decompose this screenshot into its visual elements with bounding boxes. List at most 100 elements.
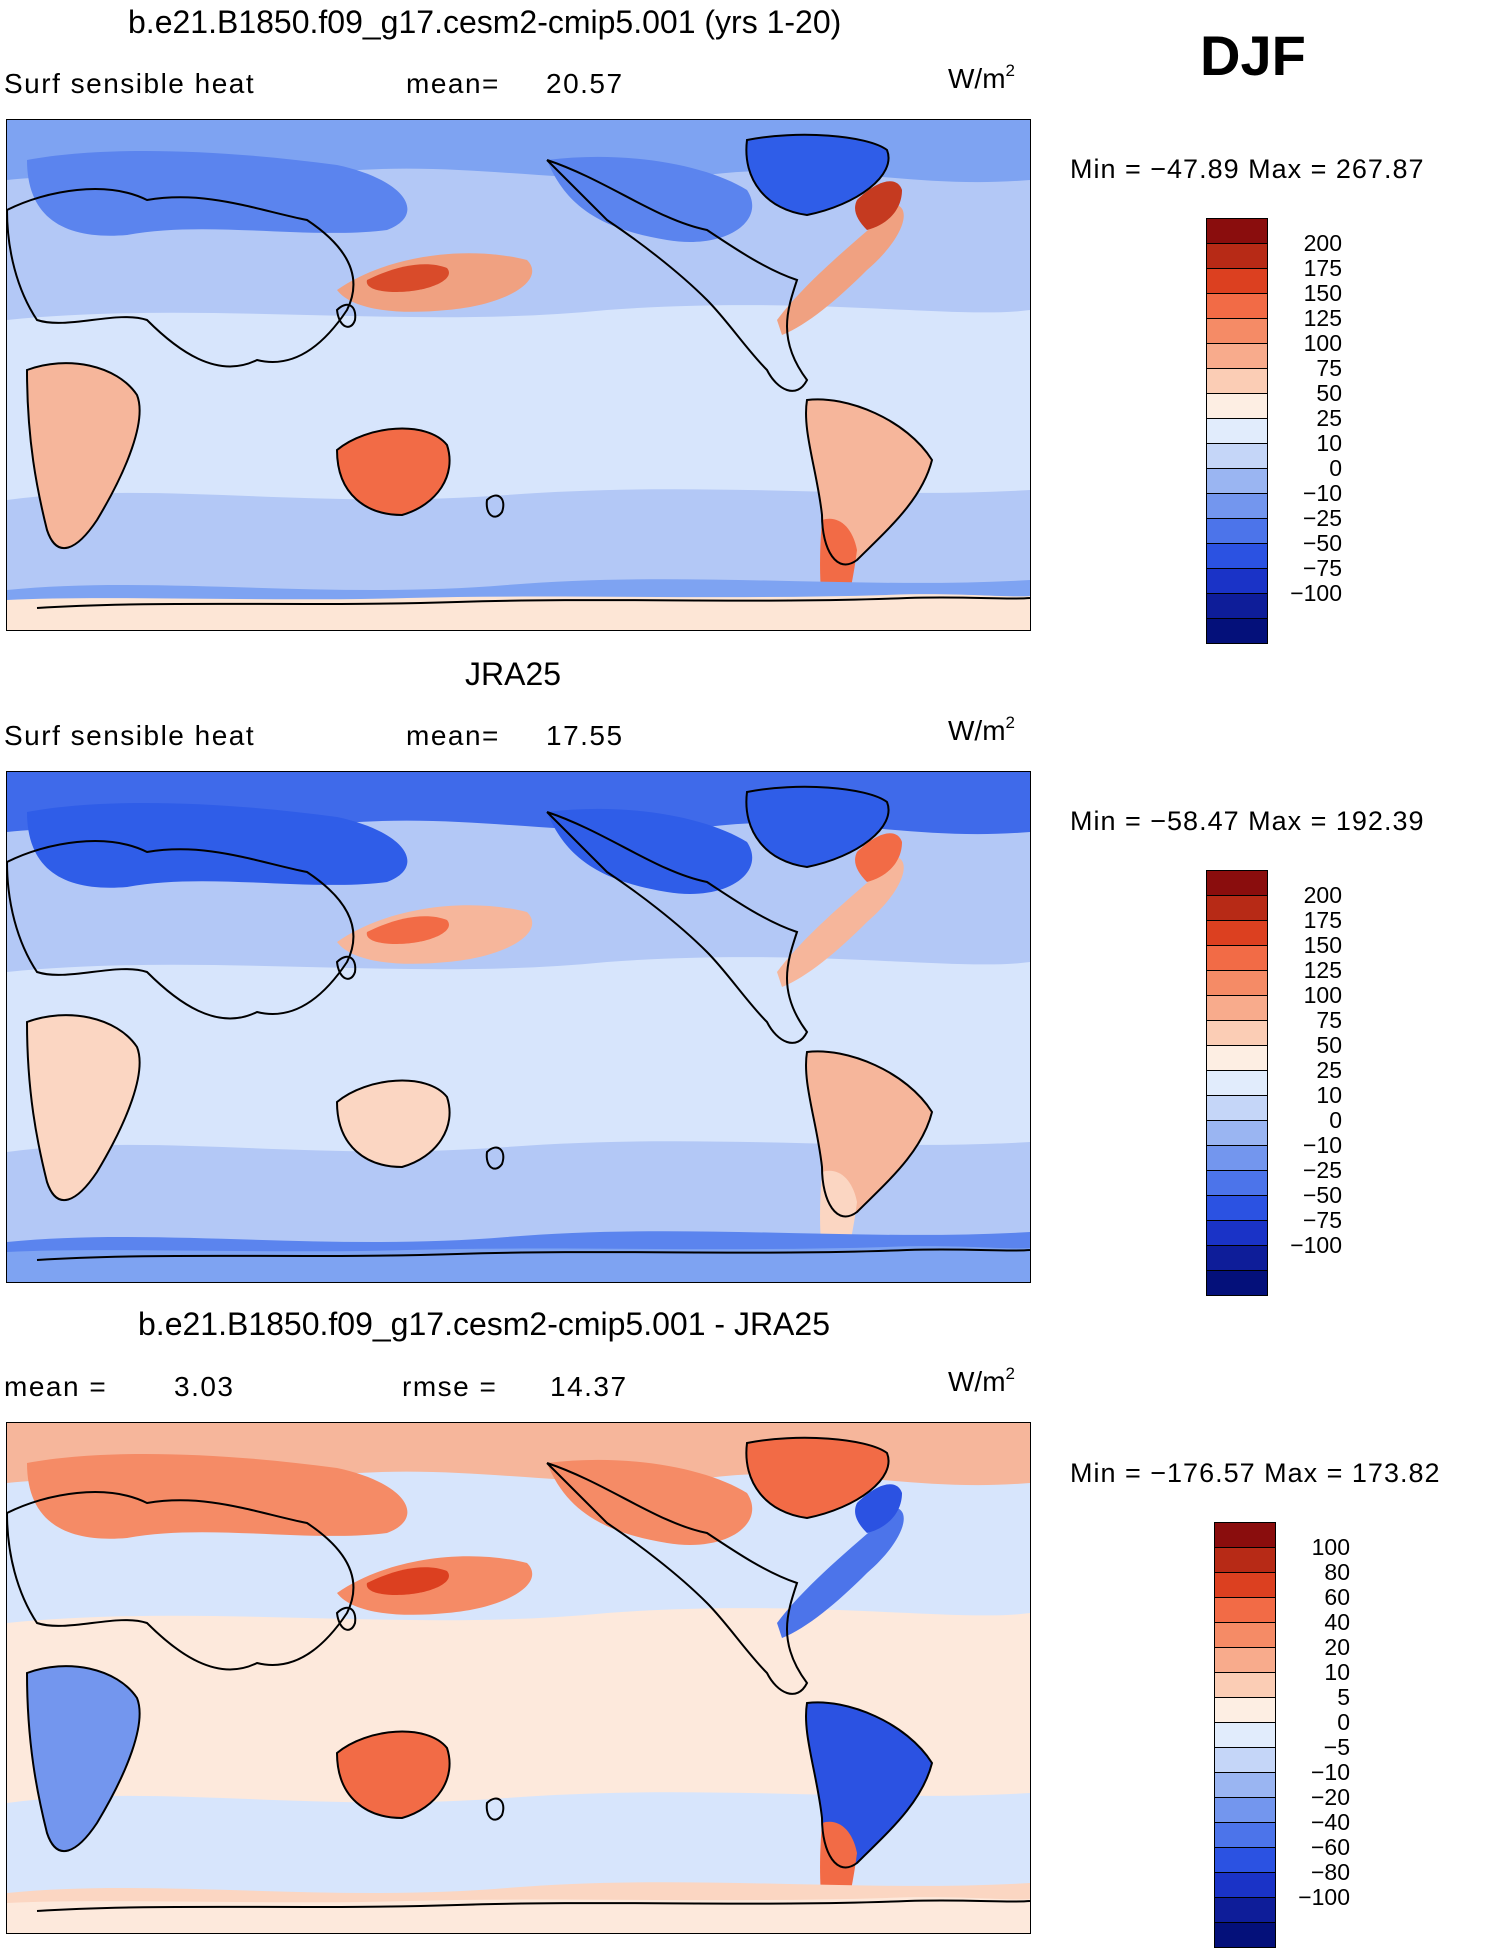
- colorbar-swatch: [1215, 1523, 1275, 1548]
- min-max-label: Min = −47.89 Max = 267.87: [1070, 154, 1425, 184]
- contour-fill-australia: [337, 1731, 450, 1818]
- map-plot: [6, 771, 1031, 1283]
- colorbar-tick-label: 25: [1316, 1057, 1342, 1083]
- contour-fill-tropics: [7, 305, 1030, 500]
- coastline: [36, 1899, 1030, 1912]
- mean-label: mean=: [406, 68, 500, 99]
- contour-fill-gulfstream-core: [855, 181, 902, 230]
- coastline: [745, 1436, 890, 1520]
- min-max-label: Min = −58.47 Max = 192.39: [1070, 806, 1425, 836]
- colorbar-swatch: [1207, 544, 1267, 569]
- season-label: DJF: [1200, 24, 1306, 87]
- colorbar-swatch: [1215, 1923, 1275, 1947]
- colorbar-tick-label: 100: [1303, 330, 1342, 356]
- colorbar-swatch: [1215, 1723, 1275, 1748]
- variable-label: Surf sensible heat: [4, 720, 256, 751]
- colorbar-swatch: [1207, 319, 1267, 344]
- colorbar-tick-label: 100: [1311, 1534, 1350, 1560]
- coastline: [335, 955, 357, 980]
- contour-fill-gulfstream: [777, 205, 904, 335]
- colorbar-tick-label: 75: [1316, 1007, 1342, 1033]
- colorbar-swatch: [1215, 1873, 1275, 1898]
- colorbar-tick-label: −80: [1310, 1859, 1350, 1885]
- colorbar-swatch: [1207, 1146, 1267, 1171]
- coastline: [7, 1491, 355, 1671]
- colorbar-tick-label: 0: [1329, 1107, 1342, 1133]
- coastline: [335, 427, 451, 517]
- contour-fill-australia: [337, 428, 450, 515]
- coastline: [335, 303, 357, 328]
- rmse-value: 14.37: [550, 1371, 628, 1402]
- coastline: [485, 494, 505, 518]
- contour-fill-greenland: [746, 134, 889, 215]
- colorbar-tick-label: 60: [1324, 1584, 1350, 1610]
- coastline: [25, 1665, 141, 1853]
- colorbar-tick-label: −40: [1310, 1809, 1350, 1835]
- contour-fill-greenland: [746, 1437, 889, 1518]
- colorbar-tick-label: −10: [1310, 1759, 1350, 1785]
- coastline: [745, 133, 890, 217]
- colorbar-swatch: [1215, 1623, 1275, 1648]
- contour-fill-kuroshio-core: [366, 916, 449, 944]
- coastline: [25, 362, 141, 550]
- colorbar-swatch: [1215, 1698, 1275, 1723]
- colorbar-swatch: [1207, 871, 1267, 896]
- colorbar-swatch: [1207, 394, 1267, 419]
- coastline: [745, 785, 890, 869]
- colorbar-tick-label: −75: [1302, 555, 1342, 581]
- colorbar-tick-label: 5: [1337, 1684, 1350, 1710]
- coastline: [36, 1248, 1030, 1261]
- colorbar-swatch: [1207, 1271, 1267, 1295]
- colorbar-box: [1206, 218, 1268, 644]
- mean-value: 17.55: [546, 720, 624, 751]
- colorbar-swatch: [1207, 1171, 1267, 1196]
- colorbar-box: [1214, 1522, 1276, 1948]
- colorbar-tick-label: 50: [1316, 380, 1342, 406]
- contour-fill-eurasia-n: [27, 1453, 753, 1545]
- colorbar-tick-label: 10: [1316, 430, 1342, 456]
- mean-value: 3.03: [174, 1371, 235, 1402]
- colorbar-swatch: [1207, 419, 1267, 444]
- colorbar-tick-label: 0: [1337, 1709, 1350, 1735]
- colorbar-swatch: [1207, 896, 1267, 921]
- panel-title: b.e21.B1850.f09_g17.cesm2-cmip5.001 - JR…: [138, 1306, 830, 1342]
- coastline: [805, 1701, 934, 1869]
- coastline: [25, 1014, 141, 1202]
- colorbar-tick-label: 175: [1303, 907, 1342, 933]
- colorbar-swatch: [1207, 1096, 1267, 1121]
- contour-fill-africa: [27, 1666, 140, 1852]
- contour-fill-gulfstream-core: [855, 833, 902, 882]
- min-max-label: Min = −176.57 Max = 173.82: [1070, 1458, 1441, 1488]
- coastline: [7, 840, 355, 1020]
- colorbar-swatch: [1215, 1673, 1275, 1698]
- contour-fill-kuroshio-core: [366, 264, 449, 292]
- colorbar-swatch: [1207, 294, 1267, 319]
- colorbar-tick-label: 80: [1324, 1559, 1350, 1585]
- contour-fill-gulfstream: [777, 1508, 904, 1638]
- coastline: [546, 1462, 809, 1695]
- colorbar-tick-label: −20: [1310, 1784, 1350, 1810]
- contour-fill-africa: [27, 363, 140, 549]
- coastline: [335, 1730, 451, 1820]
- colorbar-swatch: [1207, 1071, 1267, 1096]
- colorbar-tick-label: −25: [1302, 505, 1342, 531]
- coastline: [805, 398, 934, 566]
- colorbar-swatch: [1207, 921, 1267, 946]
- colorbar-tick-label: −75: [1302, 1207, 1342, 1233]
- colorbar-swatch: [1207, 619, 1267, 643]
- map-plot: [6, 119, 1031, 631]
- contour-fill-kuroshio-core: [366, 1567, 449, 1595]
- colorbar-tick-label: −5: [1323, 1734, 1350, 1760]
- colorbar-swatch: [1207, 519, 1267, 544]
- colorbar-swatch: [1207, 971, 1267, 996]
- colorbar-swatch: [1207, 996, 1267, 1021]
- colorbar-tick-label: 175: [1303, 255, 1342, 281]
- contour-fill-eurasia-n: [27, 802, 753, 894]
- colorbar-tick-label: 50: [1316, 1032, 1342, 1058]
- units-label: W/m2: [948, 713, 1015, 746]
- coastline: [36, 596, 1030, 609]
- colorbar-swatch: [1207, 946, 1267, 971]
- colorbar-swatch: [1215, 1773, 1275, 1798]
- colorbar-tick-label: −10: [1302, 480, 1342, 506]
- colorbar-swatch: [1215, 1648, 1275, 1673]
